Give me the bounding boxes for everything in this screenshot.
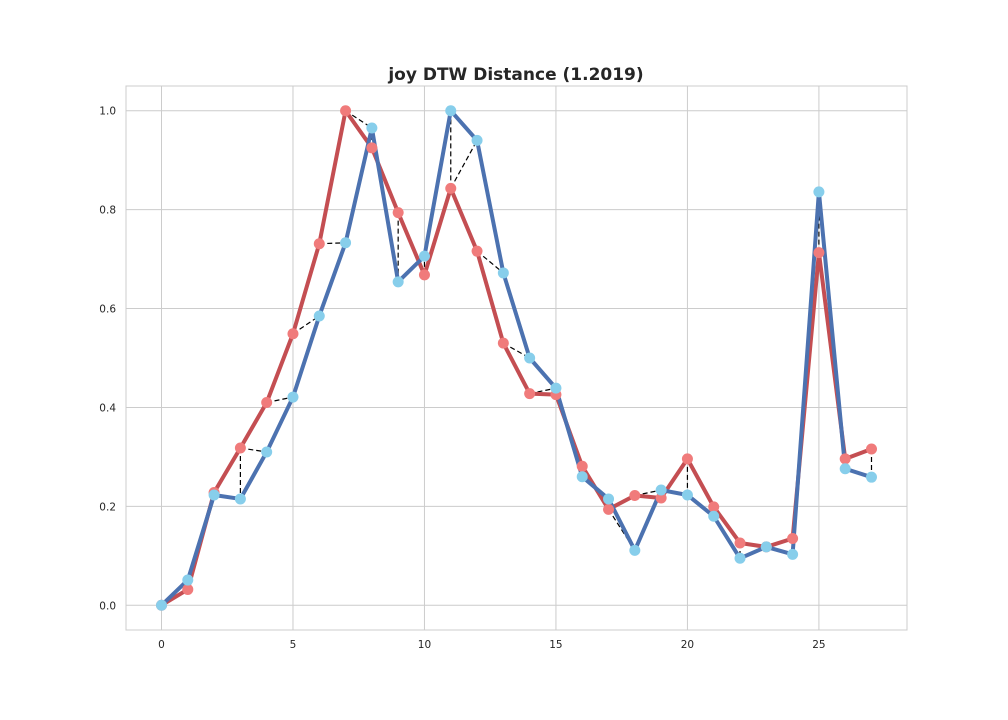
series-1-point — [681, 453, 693, 465]
series-1-point — [787, 533, 799, 545]
series-1-point — [313, 238, 325, 250]
series-1-point — [445, 182, 457, 194]
series-1-point — [497, 337, 509, 349]
series-2-line — [159, 108, 874, 608]
series-1-point — [418, 269, 430, 281]
grid — [126, 86, 907, 630]
series-2-point — [156, 599, 167, 611]
series-1-point — [576, 460, 588, 472]
series-markers — [156, 105, 877, 611]
series-1-point — [234, 442, 246, 454]
x-tick-label: 10 — [418, 639, 431, 651]
series-2-point — [524, 352, 536, 364]
series-2-point — [497, 267, 509, 279]
series-2-point — [366, 122, 378, 134]
plot-frame — [125, 85, 908, 631]
series-2-point — [734, 552, 746, 564]
series-2-point — [445, 105, 457, 117]
y-axis-ticks: 0.0 0.2 0.4 0.6 0.8 1.0 — [99, 106, 116, 613]
y-tick-label: 0.6 — [99, 304, 116, 316]
series-1-point — [287, 328, 299, 340]
series-2-point — [787, 548, 799, 560]
series-2-point — [576, 471, 588, 483]
x-tick-label: 20 — [681, 639, 694, 651]
series-1-point — [734, 537, 746, 549]
x-tick-label: 5 — [290, 639, 297, 651]
series-2-point — [603, 493, 615, 505]
series-2-point — [760, 541, 772, 553]
series-2-point — [392, 276, 404, 288]
y-tick-label: 1.0 — [99, 106, 116, 118]
chart-title: joy DTW Distance (1.2019) — [387, 65, 643, 85]
alignment-line — [476, 250, 504, 274]
series-1-point — [366, 142, 378, 154]
series-1-point — [603, 503, 615, 515]
series-1-point — [629, 489, 641, 501]
series-2-point — [287, 391, 299, 403]
series-1-point — [866, 443, 877, 455]
series-2-point — [261, 446, 273, 458]
series-1-point — [182, 583, 194, 595]
x-tick-label: 0 — [158, 639, 165, 651]
series-1-point — [524, 388, 536, 400]
series-1-point — [261, 397, 273, 409]
series-1-point — [655, 492, 667, 504]
series-2-point — [208, 489, 220, 501]
series-2-point — [681, 489, 693, 501]
series-2-point — [708, 510, 720, 522]
y-tick-label: 0.8 — [99, 205, 116, 217]
y-tick-label: 0.2 — [99, 501, 116, 513]
series-2-point — [629, 544, 641, 556]
x-axis-ticks: 0 5 10 15 20 25 — [158, 639, 825, 651]
series-1-point — [813, 247, 825, 259]
series-2-point — [813, 186, 825, 198]
series-1-point — [471, 245, 483, 257]
x-tick-label: 25 — [812, 639, 825, 651]
series-1-point — [340, 105, 352, 117]
y-tick-label: 0.4 — [99, 402, 116, 414]
series-2-point — [471, 134, 483, 146]
series-1-line — [159, 108, 874, 608]
series-2-point — [866, 471, 877, 483]
series-2-point — [655, 484, 667, 496]
series-1-point — [708, 501, 720, 513]
series-2-point — [234, 493, 246, 505]
series-2-point — [340, 237, 352, 249]
series-2-point — [418, 250, 430, 262]
series-2-point — [182, 574, 194, 586]
y-tick-label: 0.0 — [99, 600, 116, 612]
series-1-point — [839, 453, 851, 465]
series-2-point — [313, 310, 325, 322]
series-2-point — [839, 463, 851, 475]
series-1-point — [392, 207, 404, 219]
series-2-point — [550, 382, 562, 394]
series-lines — [159, 108, 874, 608]
alignment-line — [450, 140, 478, 189]
x-tick-label: 15 — [549, 639, 562, 651]
